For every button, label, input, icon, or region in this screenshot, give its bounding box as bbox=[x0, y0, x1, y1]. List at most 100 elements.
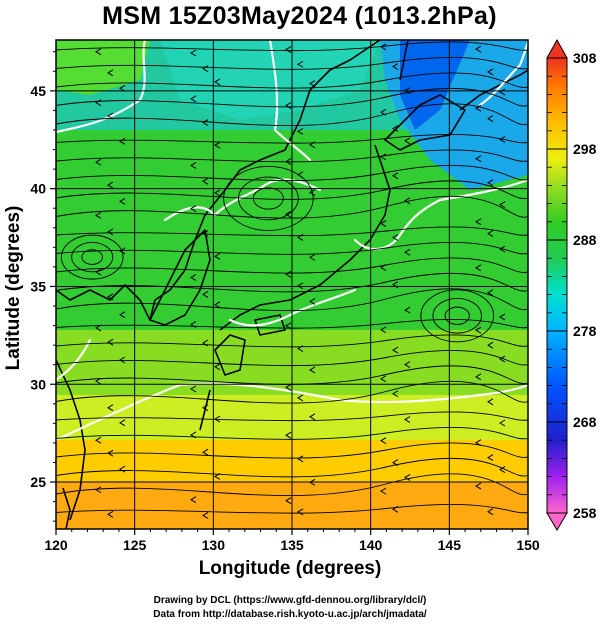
isotherm-2 bbox=[268, 40, 312, 162]
streamline-arrow bbox=[404, 416, 411, 423]
streamline bbox=[56, 319, 528, 329]
y-tick-label: 40 bbox=[30, 181, 46, 197]
vortex-ring bbox=[238, 176, 299, 221]
streamline-arrow bbox=[309, 80, 316, 88]
streamline-arrow bbox=[202, 290, 209, 298]
coast-ryukyu bbox=[199, 389, 211, 431]
streamline-arrow bbox=[392, 172, 399, 180]
streamline-arrow bbox=[487, 230, 494, 237]
streamline-arrow bbox=[475, 326, 482, 334]
streamline-arrow bbox=[107, 510, 114, 518]
streamline-arrow bbox=[309, 141, 316, 149]
isotherm-5 bbox=[228, 288, 357, 327]
streamline-arrow bbox=[404, 474, 411, 481]
streamline bbox=[56, 349, 528, 367]
streamline-arrow bbox=[119, 465, 126, 473]
streamline-arrow bbox=[297, 455, 304, 463]
streamline-arrow bbox=[392, 234, 399, 241]
streamline-arrow bbox=[475, 373, 482, 381]
streamline-arrow bbox=[202, 65, 209, 73]
colorbar-label: 288 bbox=[573, 232, 597, 248]
streamline-arrow bbox=[107, 181, 114, 189]
streamline-arrow bbox=[214, 415, 221, 423]
streamline-arrow bbox=[380, 437, 387, 445]
streamline bbox=[56, 504, 528, 514]
isotherm-8 bbox=[478, 40, 528, 107]
streamline-arrow bbox=[95, 436, 102, 444]
vortex-ring bbox=[81, 249, 103, 265]
streamline-arrow bbox=[202, 230, 209, 237]
streamline-arrow bbox=[380, 487, 387, 495]
streamline-arrow bbox=[285, 322, 292, 330]
wind-streamlines bbox=[56, 41, 528, 519]
streamline bbox=[56, 41, 528, 52]
streamline-arrow bbox=[285, 210, 292, 218]
streamline-arrow bbox=[487, 289, 494, 297]
streamline-arrow bbox=[214, 78, 221, 86]
streamline-arrow bbox=[487, 341, 494, 349]
x-tick-label: 130 bbox=[202, 537, 226, 553]
streamline-arrow bbox=[95, 377, 102, 385]
streamline-arrow bbox=[499, 88, 506, 96]
streamline-arrow bbox=[95, 268, 102, 276]
streamline-arrow bbox=[202, 512, 209, 519]
streamline bbox=[56, 442, 528, 459]
streamline-arrow bbox=[499, 355, 506, 363]
colorbar-scale bbox=[546, 57, 568, 514]
streamline-arrow bbox=[214, 252, 221, 260]
streamline-arrow bbox=[297, 394, 304, 402]
vortex-ring bbox=[253, 187, 284, 210]
streamline-arrow bbox=[190, 385, 197, 393]
streamline-arrow bbox=[309, 298, 316, 305]
colorbar-label: 298 bbox=[573, 141, 597, 157]
streamline-arrow bbox=[475, 45, 482, 53]
vortex-ring bbox=[420, 289, 495, 343]
isotherm-7 bbox=[56, 338, 92, 382]
streamline-arrow bbox=[107, 228, 114, 236]
coast-taiwan bbox=[62, 487, 71, 529]
streamline-arrow bbox=[392, 390, 399, 398]
streamline-arrow bbox=[380, 153, 387, 161]
credit-data: Data from http://database.rish.kyoto-u.a… bbox=[153, 609, 427, 620]
streamline bbox=[56, 288, 528, 312]
streamline-arrow bbox=[214, 141, 221, 149]
streamline-arrow bbox=[119, 197, 126, 205]
streamline-arrow bbox=[297, 345, 304, 352]
streamline-arrow bbox=[297, 508, 304, 516]
streamline-arrow bbox=[404, 306, 411, 314]
y-tick-label: 35 bbox=[30, 278, 46, 294]
streamline-arrow bbox=[190, 95, 197, 103]
streamline-arrow bbox=[392, 505, 399, 513]
streamline-arrow bbox=[202, 177, 209, 185]
chart-title: MSM 15Z03May2024 (1013.2hPa) bbox=[102, 2, 497, 30]
streamline-arrow bbox=[119, 84, 126, 92]
streamline bbox=[56, 241, 528, 255]
streamline-arrow bbox=[499, 201, 506, 209]
coast-shikoku bbox=[254, 314, 286, 336]
colorbar-top-arrow bbox=[546, 38, 568, 59]
streamline-arrow bbox=[190, 321, 197, 328]
streamline-arrow bbox=[404, 361, 411, 368]
isotherm-contours bbox=[56, 40, 528, 442]
colorbar: 308 298 288 278 268 258 bbox=[546, 38, 597, 531]
streamline-arrow bbox=[190, 161, 197, 169]
streamline bbox=[56, 180, 528, 200]
y-tick-label: 45 bbox=[30, 83, 46, 99]
streamline-arrow bbox=[95, 99, 102, 107]
streamline-arrow bbox=[380, 220, 387, 227]
colorbar-label: 258 bbox=[573, 505, 597, 521]
streamline-arrow bbox=[404, 248, 411, 256]
streamline-arrow bbox=[107, 112, 114, 120]
field-northwest bbox=[56, 40, 150, 95]
streamline-arrow bbox=[475, 264, 482, 272]
field-cool-north bbox=[160, 40, 380, 120]
x-tick-label: 135 bbox=[280, 537, 304, 553]
vortex-ring bbox=[223, 165, 314, 231]
y-axis-label: Latitude (degrees) bbox=[3, 205, 24, 371]
streamline-arrow bbox=[202, 404, 209, 412]
isotherm-4 bbox=[353, 178, 528, 251]
y-tick-label: 25 bbox=[30, 474, 46, 490]
streamline bbox=[56, 381, 528, 404]
x-tick-label: 120 bbox=[44, 537, 68, 553]
streamline bbox=[56, 149, 528, 163]
